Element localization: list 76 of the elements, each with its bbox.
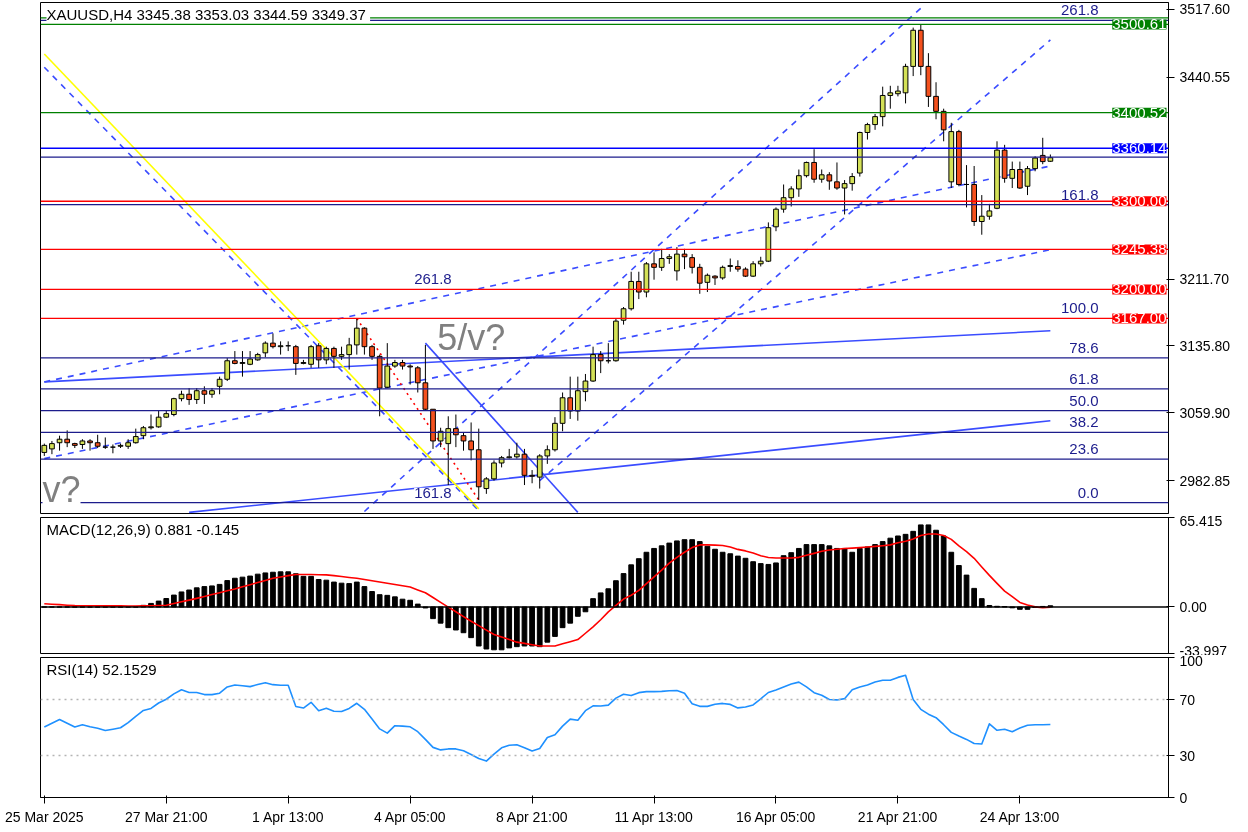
candlestick (674, 246, 680, 282)
y-tick-label: 70 (1179, 691, 1196, 708)
annotation: 261.8 (1060, 1, 1099, 19)
candlestick (788, 185, 795, 208)
annotation: 23.6 (1069, 440, 1099, 458)
annotation: 61.8 (1069, 369, 1099, 387)
candlestick (331, 346, 337, 369)
annotation: 0.0 (1077, 483, 1099, 501)
candlestick (895, 85, 901, 97)
annotation: 5/v? (437, 316, 506, 358)
y-tick-label: 2982.85 (1179, 472, 1231, 489)
chart-title: RSI(14) 52.1529 (46, 660, 157, 678)
candlestick (773, 206, 779, 232)
y-tick-label: 65.415 (1179, 512, 1223, 529)
candlestick (270, 332, 276, 349)
candlestick (735, 259, 741, 273)
candlestick (933, 81, 939, 120)
candlestick (407, 363, 414, 386)
candlestick (811, 148, 817, 184)
x-tick-label: 4 Apr 05:00 (373, 808, 446, 825)
candlestick (689, 253, 696, 275)
y-tick-label: 3211.70 (1179, 271, 1230, 288)
y-tick-label: 3440.55 (1179, 69, 1231, 86)
annotation: 38.2 (1069, 413, 1099, 431)
x-tick-label: 8 Apr 21:00 (495, 808, 568, 825)
candlestick (978, 194, 985, 236)
annotation: 261.8 (414, 270, 452, 288)
x-tick-label: 11 Apr 13:00 (614, 808, 694, 825)
x-tick-label: 1 Apr 13:00 (252, 808, 324, 825)
x-tick-label: 27 Mar 21:00 (125, 808, 208, 825)
y-tick-label: 3059.90 (1179, 404, 1231, 421)
candlestick (460, 431, 467, 452)
candlestick (308, 344, 314, 369)
candlestick (468, 421, 474, 461)
ref-line-label: 3400.52 (1112, 103, 1167, 121)
ref-line-label: 3360.14 (1112, 139, 1167, 157)
candlestick (277, 340, 284, 356)
x-tick-label: 24 Apr 13:00 (979, 808, 1060, 825)
annotation: 161.8 (414, 483, 452, 501)
ref-line-label: 3245.38 (1112, 240, 1167, 258)
candlestick (651, 251, 657, 281)
x-tick-label: 16 Apr 05:00 (735, 808, 816, 825)
candlestick (414, 365, 421, 393)
candlestick (148, 414, 154, 431)
chart-title: XAUUSD,H4 3345.38 3353.03 3344.59 3349.37 (46, 5, 366, 23)
candlestick (529, 469, 535, 484)
candlestick (491, 459, 497, 482)
candlestick (834, 161, 840, 191)
annotation: 78.6 (1069, 338, 1099, 356)
candlestick (49, 440, 55, 455)
candlestick (453, 414, 459, 448)
y-tick-label: 3135.80 (1179, 337, 1231, 354)
x-tick-label: 21 Apr 21:00 (857, 808, 938, 825)
candlestick (102, 436, 109, 450)
candlestick (681, 248, 688, 270)
annotation: 161.8 (1060, 185, 1099, 203)
ref-line-label: 3300.00 (1112, 192, 1167, 210)
y-tick-label: 3517.60 (1179, 1, 1231, 18)
x-tick-label: 25 Mar 2025 (5, 808, 84, 825)
chart-title: MACD(12,26,9) 0.881 -0.145 (46, 520, 240, 538)
y-tick-label: 0.00 (1179, 598, 1207, 615)
candlestick (544, 444, 551, 465)
candlestick (346, 337, 353, 371)
candlestick (940, 108, 947, 142)
annotation: 100.0 (1060, 299, 1099, 317)
candlestick (841, 179, 848, 215)
annotation: 50.0 (1069, 391, 1099, 409)
ref-line-label: 3500.61 (1112, 15, 1167, 33)
candlestick (712, 274, 718, 286)
y-tick-label: 0 (1179, 789, 1188, 806)
ref-line-label: 3200.00 (1112, 280, 1167, 298)
candlestick (536, 453, 543, 490)
ref-line-label: 3167.00 (1112, 309, 1167, 327)
candlestick (87, 438, 93, 452)
annotation: v? (42, 469, 81, 511)
y-tick-label: 30 (1179, 747, 1196, 764)
